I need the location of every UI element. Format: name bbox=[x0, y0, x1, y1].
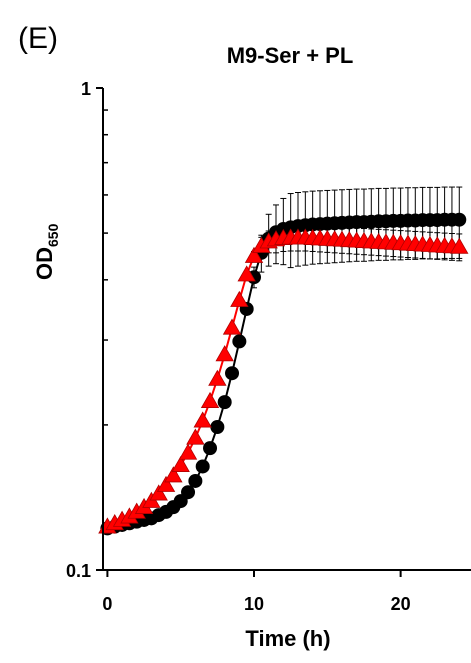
y-axis-label: OD650 bbox=[32, 223, 61, 280]
data-point bbox=[452, 212, 467, 227]
data-point bbox=[225, 366, 240, 381]
data-point bbox=[230, 290, 249, 307]
y-tick-label: 0.1 bbox=[66, 561, 91, 581]
data-point bbox=[181, 485, 196, 500]
y-minor-ticks bbox=[103, 109, 108, 426]
data-point bbox=[208, 369, 227, 386]
data-point bbox=[186, 428, 205, 445]
x-tick-label: 20 bbox=[391, 594, 411, 614]
data-point bbox=[195, 459, 210, 474]
y-axis-label-main: OD bbox=[32, 247, 57, 280]
data-point bbox=[178, 443, 198, 460]
series-2 bbox=[98, 228, 469, 534]
data-point bbox=[215, 345, 234, 362]
data-point bbox=[203, 441, 218, 456]
x-ticks: 0 10 20 bbox=[102, 570, 411, 614]
y-tick-label: 1 bbox=[81, 79, 91, 99]
data-point bbox=[200, 391, 220, 408]
data-point bbox=[149, 484, 168, 501]
data-point bbox=[244, 246, 264, 263]
data-point bbox=[188, 473, 203, 488]
y-axis-label-sub: 650 bbox=[45, 223, 61, 247]
y-ticks: 0.11 bbox=[66, 79, 103, 581]
panel-label: (E) bbox=[18, 22, 58, 55]
series-line bbox=[106, 236, 460, 528]
data-point bbox=[171, 455, 190, 472]
data-point bbox=[222, 318, 242, 335]
data-point bbox=[237, 265, 256, 282]
data-point bbox=[450, 237, 469, 254]
chart-title: M9-Ser + PL bbox=[227, 43, 354, 68]
data-point bbox=[164, 466, 183, 483]
series-line bbox=[107, 218, 460, 530]
x-tick-label: 10 bbox=[244, 594, 264, 614]
data-point bbox=[217, 395, 232, 410]
data-point bbox=[210, 420, 225, 435]
x-axis-label: Time (h) bbox=[245, 626, 330, 651]
data-point bbox=[156, 475, 176, 492]
data-point bbox=[232, 334, 247, 349]
plot-area bbox=[98, 186, 469, 536]
x-tick-label: 0 bbox=[102, 594, 112, 614]
data-point bbox=[193, 411, 212, 428]
